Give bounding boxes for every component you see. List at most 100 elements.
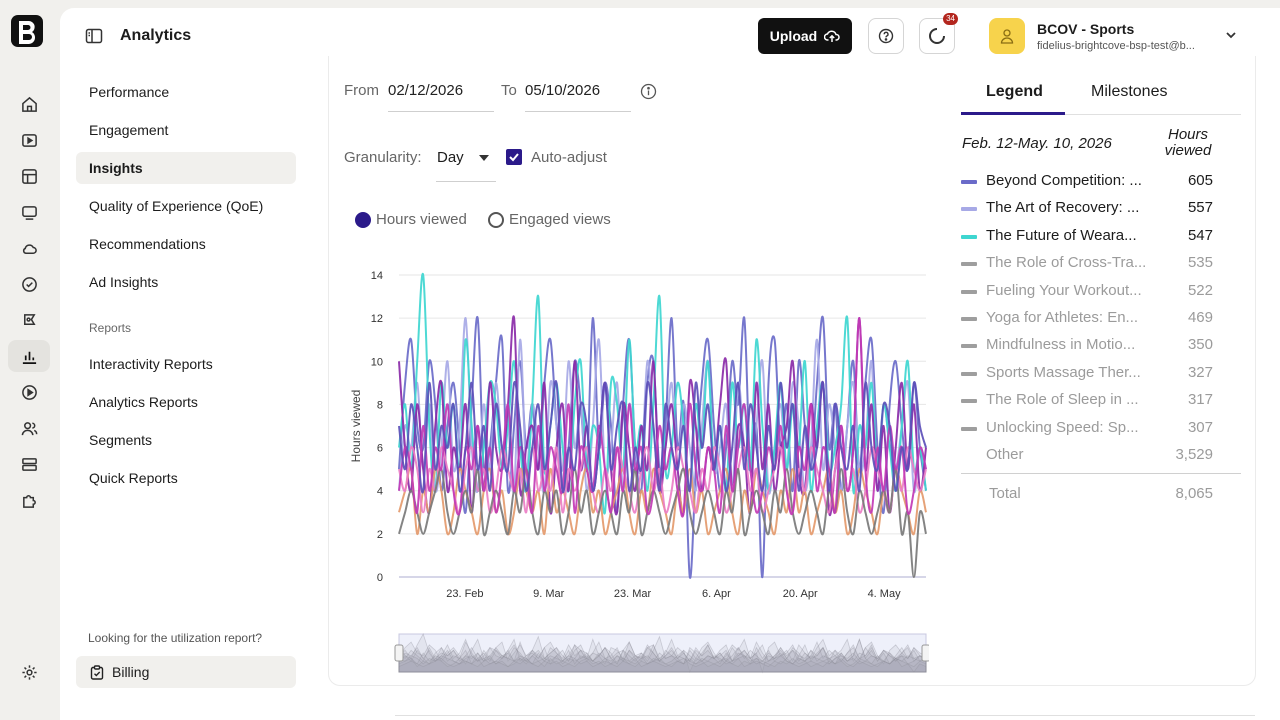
radio-hours-viewed[interactable] [355,212,371,228]
auto-adjust-checkbox[interactable] [506,149,522,165]
legend-swatch [961,207,977,212]
y-tick-label: 2 [377,529,383,541]
legend-value: 317 [1187,391,1213,409]
video-icon[interactable] [8,124,50,156]
clipboard-check-icon [90,664,104,680]
granularity-label: Granularity: [344,149,422,166]
tag-icon[interactable] [8,304,50,336]
tab-legend[interactable]: Legend [986,83,1043,100]
navigator-series [398,638,927,673]
navigator-series [398,646,927,673]
info-icon[interactable] [640,83,657,100]
x-tick-label: 4. May [868,588,902,600]
analytics-icon[interactable] [8,340,50,372]
legend-value: 522 [1187,281,1213,299]
tab-active-indicator [961,112,1065,115]
navigator-series [398,638,927,674]
player-icon[interactable] [8,196,50,228]
granularity-value: Day [437,149,464,166]
nav-item-ad-insights[interactable]: Ad Insights [89,274,159,290]
legend-swatch [961,399,977,404]
account-email: fidelius-brightcove-bsp-test@b... [1037,40,1195,52]
legend-label: The Role of Cross-Tra... [986,254,1147,272]
nav-item-engagement[interactable]: Engagement [89,122,169,138]
granularity-select[interactable]: Day [436,149,496,182]
navigator-series [398,657,927,673]
legend-row[interactable]: Beyond Competition: ... 605 [961,172,1223,196]
chevron-down-icon[interactable] [1224,28,1238,42]
nav-item-interactivity-reports[interactable]: Interactivity Reports [89,356,213,372]
nav-item-insights[interactable]: Insights [76,152,296,184]
tab-divider [961,114,1241,115]
storage-icon[interactable] [8,448,50,480]
layout-icon[interactable] [8,160,50,192]
legend-swatch [961,317,977,321]
nav-item-recommendations[interactable]: Recommendations [89,236,206,252]
legend-label: The Art of Recovery: ... [986,199,1140,217]
badge-check-icon[interactable] [8,268,50,300]
legend-row[interactable]: Fueling Your Workout... 522 [961,282,1223,306]
legend-swatch [961,344,977,349]
nav-item-quick-reports[interactable]: Quick Reports [89,470,178,486]
caret-down-icon [479,155,489,161]
legend-label: Other [986,446,1024,463]
legend-label: Unlocking Speed: Sp... [986,418,1139,436]
icon-rail [0,0,58,720]
sidebar-toggle-icon[interactable] [85,27,103,45]
legend-value: 535 [1187,254,1213,272]
puzzle-icon[interactable] [8,484,50,516]
legend-row[interactable]: Sports Massage Ther... 327 [961,364,1223,388]
legend-row[interactable]: The Role of Sleep in ... 317 [961,391,1223,415]
legend-value: 557 [1187,199,1213,217]
upload-label: Upload [769,28,818,44]
legend-row[interactable]: The Role of Cross-Tra... 535 [961,254,1223,278]
legend-row[interactable]: The Art of Recovery: ... 557 [961,199,1223,223]
nav-item-analytics-reports[interactable]: Analytics Reports [89,394,198,410]
legend-row[interactable]: The Future of Weara... 547 [961,227,1223,251]
top-header: Analytics Upload 34 BCOV - Sports fideli… [60,8,1280,66]
jobs-button[interactable]: 34 [919,13,958,54]
legend-value: 307 [1187,418,1213,436]
utilization-hint: Looking for the utilization report? [88,631,263,645]
legend-value: 327 [1187,363,1213,381]
cloud-icon[interactable] [8,232,50,264]
upload-button[interactable]: Upload [758,18,852,54]
hours-viewed-chart[interactable]: 0 2 4 6 8 10 12 14 Hours viewed 23. Feb 9. Mar 23. … [329,56,929,686]
help-button[interactable] [868,18,904,54]
legend-row[interactable]: Yoga for Athletes: En... 469 [961,309,1223,333]
legend-row[interactable]: Mindfulness in Motio... 350 [961,336,1223,360]
billing-link[interactable]: Billing [76,656,296,688]
avatar[interactable] [989,18,1025,54]
live-icon[interactable] [8,376,50,408]
legend-swatch [961,262,977,267]
legend-row[interactable]: Other 3,529 [961,446,1223,470]
nav-item-qoe[interactable]: Quality of Experience (QoE) [89,198,264,214]
legend-value: 350 [1187,336,1213,354]
nav-item-performance[interactable]: Performance [89,84,170,100]
to-date-input[interactable]: 05/10/2026 [525,82,631,112]
home-icon[interactable] [8,88,50,120]
radio-hours-viewed-label: Hours viewed [376,211,467,228]
brightcove-logo[interactable] [10,14,44,48]
cloud-upload-icon [824,30,840,42]
spinner-icon [929,28,945,44]
nav-item-segments[interactable]: Segments [89,432,153,448]
x-tick-label: 23. Feb [446,588,483,600]
y-tick-label: 0 [377,572,383,584]
to-label: To [501,82,517,99]
series-line [398,380,927,494]
x-tick-label: 23. Mar [614,588,652,600]
legend-label: Sports Massage Ther... [986,363,1141,381]
users-icon[interactable] [8,412,50,444]
page-bottom-edge [395,715,1255,716]
settings-icon[interactable] [8,656,50,688]
account-name[interactable]: BCOV - Sports [1037,21,1135,37]
navigator-handle [394,644,404,662]
radio-engaged-views[interactable] [488,212,504,228]
legend-row[interactable]: Unlocking Speed: Sp... 307 [961,419,1223,443]
legend-label: The Future of Weara... [986,226,1137,244]
from-date-input[interactable]: 02/12/2026 [388,82,494,112]
legend-label: The Role of Sleep in ... [986,391,1139,409]
tab-milestones[interactable]: Milestones [1091,83,1168,100]
legend-total-row: Total 8,065 [961,485,1223,509]
